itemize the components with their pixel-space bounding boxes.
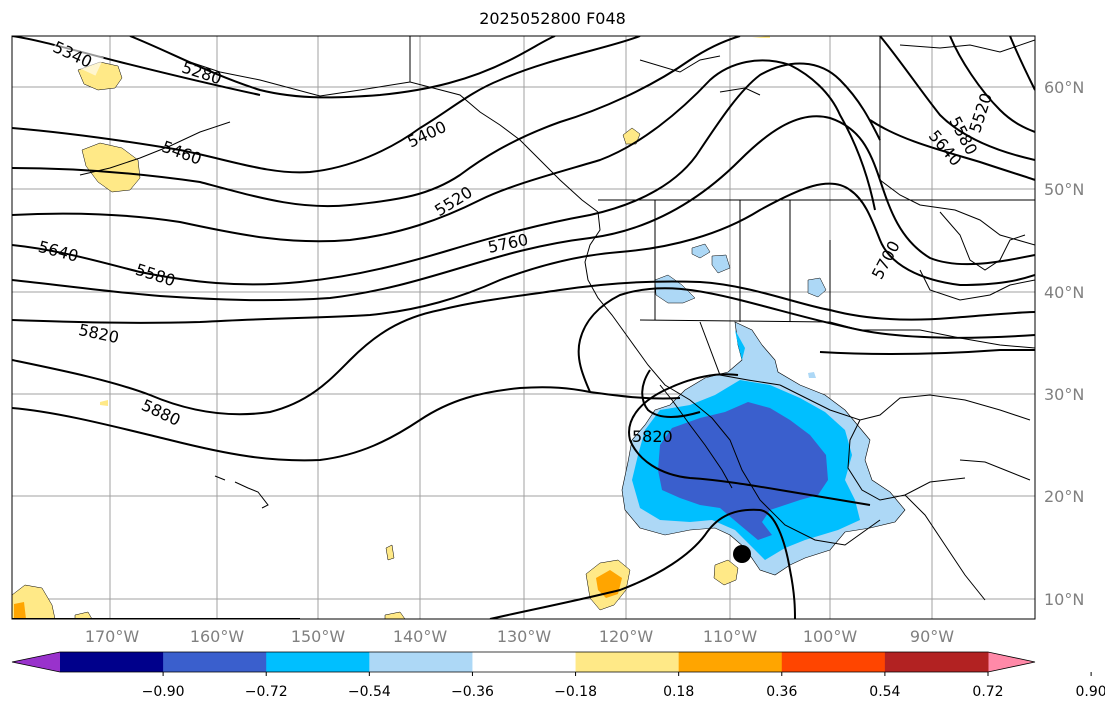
lon-label: 150°W	[291, 627, 346, 646]
lat-label: 30°N	[1044, 385, 1084, 404]
lat-label: 10°N	[1044, 590, 1084, 609]
contour-label: 5580	[133, 260, 178, 291]
colorbar-segment	[369, 652, 473, 672]
colorbar-tick-label: −0.90	[142, 684, 185, 700]
contour-label: 5700	[868, 238, 904, 283]
colorbar-segment	[472, 652, 577, 672]
colorbar-segment	[884, 652, 989, 672]
colorbar-extend-low	[12, 652, 60, 672]
lon-label: 120°W	[599, 627, 654, 646]
colorbar-tick-label: −0.18	[554, 684, 597, 700]
colorbar-segment	[781, 652, 886, 672]
contour-labels: 5340 5280 5400 5460 5520 5520 5580 5640 …	[36, 36, 996, 446]
contour-label: 5400	[404, 117, 449, 151]
colorbar-tick-label: −0.72	[245, 684, 288, 700]
lat-label: 60°N	[1044, 78, 1084, 97]
lat-label: 50°N	[1044, 180, 1084, 199]
contour-label: 5640	[36, 237, 80, 266]
lon-axis: 170°W 160°W 150°W 140°W 130°W 120°W 110°…	[85, 627, 954, 646]
colorbar-extend-high	[988, 652, 1035, 672]
lat-label: 20°N	[1044, 487, 1084, 506]
colorbar-tick-label: −0.36	[451, 684, 494, 700]
contour-label: 5820	[632, 427, 673, 446]
lon-label: 170°W	[85, 627, 140, 646]
lat-axis: 60°N 50°N 40°N 30°N 20°N 10°N	[1044, 78, 1084, 609]
lat-label: 40°N	[1044, 283, 1084, 302]
colorbar-tick-label: 0.72	[972, 684, 1003, 700]
colorbar-segment	[575, 652, 680, 672]
contour-label: 5460	[159, 137, 204, 169]
colorbar: −0.90 −0.72 −0.54 −0.36 −0.18 0.18 0.36 0.54 0.7…	[11, 651, 1105, 700]
lon-label: 140°W	[393, 627, 448, 646]
map-title: 2025052800 F048	[479, 9, 626, 28]
contour-label: 5880	[139, 395, 184, 429]
contour-label: 5760	[486, 230, 530, 257]
colorbar-tick-label: 0.54	[869, 684, 900, 700]
height-contours	[12, 36, 1035, 619]
colorbar-segment	[163, 652, 267, 672]
lon-label: 130°W	[497, 627, 552, 646]
contour-label: 5820	[77, 320, 121, 347]
contour-label: 5340	[50, 37, 95, 71]
map-frame	[11, 35, 1036, 620]
lon-label: 100°W	[803, 627, 858, 646]
colorbar-segment	[60, 652, 164, 672]
colorbar-tick-label: 0.36	[766, 684, 797, 700]
colorbar-segment	[678, 652, 783, 672]
lon-label: 110°W	[703, 627, 758, 646]
colorbar-segment	[266, 652, 370, 672]
colorbar-tick-label: −0.54	[348, 684, 391, 700]
graticule	[12, 36, 1035, 619]
lon-label: 90°W	[910, 627, 954, 646]
colorbar-tick-label: 0.90	[1076, 684, 1105, 700]
map-area	[12, 36, 1035, 619]
colorbar-tick-label: 0.18	[663, 684, 694, 700]
marker-dot	[733, 545, 751, 563]
lon-label: 160°W	[190, 627, 245, 646]
